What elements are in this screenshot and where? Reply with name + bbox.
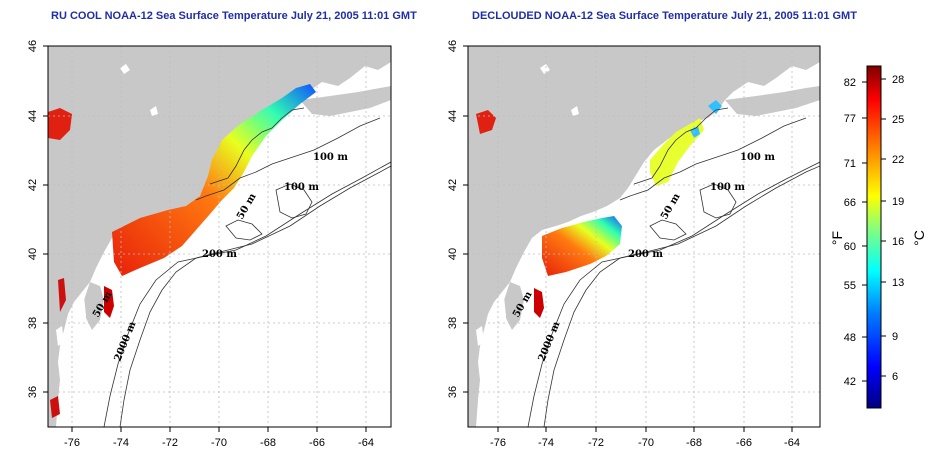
left-lon-tick: -68 [260,437,276,449]
left-map-ticks [43,45,367,432]
colorbar-celsius-tick: 28 [892,74,904,86]
colorbar-celsius-tick: 13 [892,277,904,289]
left-map-sst-swath [112,84,316,276]
left-lat-tick: 38 [27,317,39,329]
colorbar-fahrenheit-tick: 66 [844,197,856,209]
left-map-title: RU COOL NOAA-12 Sea Surface Temperature … [51,10,417,22]
right-map-ticks [463,45,793,432]
left-lon-tick: -70 [211,437,227,449]
colorbar-ticks [862,78,886,382]
right-map-nova-scotia [725,86,820,116]
right-lat-tick: 36 [447,386,459,398]
left-map-land [48,46,391,427]
colorbar-fahrenheit-tick: 55 [844,280,856,292]
left-lon-tick: -66 [309,437,325,449]
right-lon-tick: -68 [686,437,702,449]
right-contour-label: 100 m [740,152,775,163]
left-map-sst-patch-coast [50,278,66,418]
left-map-sst-patch-bay [104,286,114,318]
left-map-contours [103,107,391,427]
left-map-delmarva [84,282,104,330]
right-map-frame [467,45,821,428]
colorbar-celsius-tick: 19 [892,196,904,208]
colorbar-gradient [866,65,882,409]
left-contour-label: 100 m [284,182,319,193]
right-lon-tick: -76 [490,437,506,449]
right-map-sst-swath [542,216,622,276]
left-lat-tick: 40 [27,248,39,260]
colorbar-fahrenheit-tick: 71 [844,158,856,170]
right-map-sst-patch-bay [534,288,544,318]
right-lat-tick: 40 [447,248,459,260]
right-map-sst-patch-gulf [690,100,722,138]
colorbar-fahrenheit-tick: 48 [844,332,856,344]
colorbar: 82 77 71 66 60 55 48 42 28 25 22 19 16 1… [829,65,927,409]
left-lon-tick: -76 [64,437,80,449]
right-map: 100 m 100 m 50 m 200 m 50 m 2000 m -76 -… [447,40,821,449]
right-map-contours [527,107,820,427]
right-lon-tick: -64 [784,437,800,449]
right-lat-tick: 46 [447,40,459,52]
right-contour-label: 200 m [628,249,663,260]
right-lat-tick: 38 [447,317,459,329]
right-lon-tick: -70 [638,437,654,449]
colorbar-fahrenheit-tick: 82 [844,77,856,89]
colorbar-fahrenheit-tick: 42 [844,376,856,388]
right-lon-tick: -66 [736,437,752,449]
right-contour-label: 100 m [710,182,745,193]
left-lat-tick: 36 [27,386,39,398]
right-map-land [468,46,820,427]
left-lat-tick: 46 [27,40,39,52]
colorbar-celsius-tick: 22 [892,154,904,166]
colorbar-fahrenheit-tick: 77 [844,113,856,125]
colorbar-celsius-tick: 16 [892,236,904,248]
colorbar-celsius-tick: 6 [892,371,898,383]
right-map-sst-patch-north [476,110,496,134]
right-map-delmarva [504,282,524,330]
right-lat-tick: 42 [447,179,459,191]
colorbar-fahrenheit-tick: 60 [844,241,856,253]
colorbar-celsius-tick: 9 [892,331,898,343]
left-map-nova-scotia [300,86,391,116]
left-lat-tick: 42 [27,179,39,191]
left-map: 100 m 100 m 50 m 200 m 50 m 2000 m -76 -… [27,40,392,449]
left-lon-tick: -74 [113,437,129,449]
colorbar-celsius-tick: 25 [892,114,904,126]
right-lon-tick: -72 [588,437,604,449]
left-lat-tick: 44 [27,110,39,122]
left-lon-tick: -72 [162,437,178,449]
left-contour-label: 200 m [202,249,237,260]
right-lat-tick: 44 [447,110,459,122]
right-map-sst-patch-central [650,118,704,186]
left-contour-label: 100 m [313,152,348,163]
colorbar-fahrenheit-label: °F [829,231,845,245]
colorbar-celsius-label: °C [911,230,927,246]
right-map-title: DECLOUDED NOAA-12 Sea Surface Temperatur… [472,10,857,22]
left-lon-tick: -64 [358,437,374,449]
right-lon-tick: -74 [538,437,554,449]
